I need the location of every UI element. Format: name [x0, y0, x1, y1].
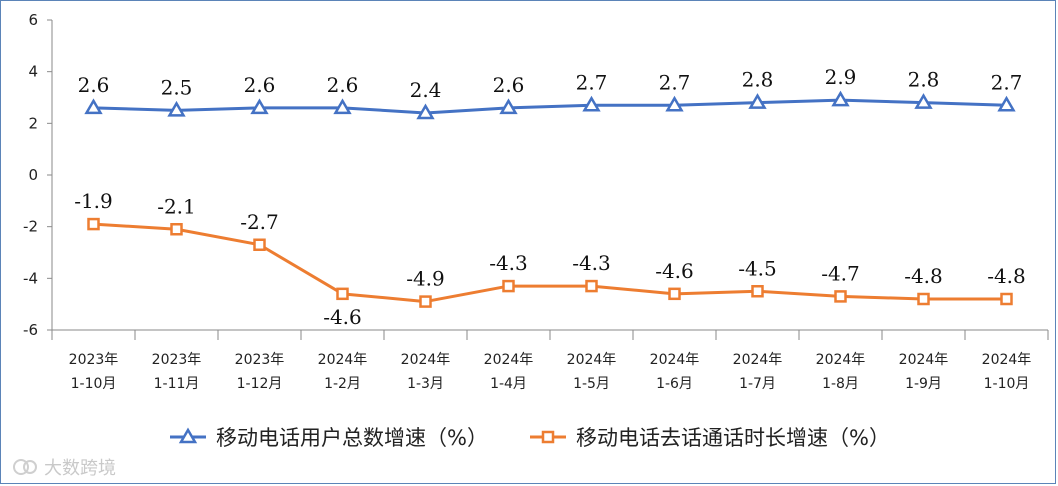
series-0-data-label: 2.4 — [410, 78, 442, 102]
x-tick-label-period: 1-11月 — [154, 376, 200, 392]
series-1-point — [253, 238, 266, 251]
x-tick-label-year: 2023年 — [69, 352, 119, 368]
series-1-point — [585, 279, 598, 293]
series-1-point — [917, 292, 930, 306]
y-tick-label: 6 — [28, 11, 38, 29]
series-1-point — [336, 287, 349, 301]
series-0-data-label: 2.5 — [161, 75, 193, 99]
y-tick-label: 4 — [28, 63, 38, 81]
series-0-point — [914, 93, 933, 109]
series-0-point — [582, 95, 601, 112]
y-tick-label: -6 — [23, 321, 38, 339]
x-tick-label-year: 2023年 — [152, 352, 202, 368]
x-tick-label-year: 2024年 — [401, 352, 451, 368]
series-1-data-label: -1.9 — [74, 189, 113, 213]
series-1-data-label: -2.7 — [240, 210, 279, 234]
x-tick-label-year: 2024年 — [567, 352, 617, 368]
x-tick-label-period: 1-7月 — [739, 376, 776, 392]
y-tick-label: 0 — [28, 166, 38, 184]
series-line-0 — [93, 98, 1007, 115]
series-0-point — [84, 98, 103, 115]
legend: 移动电话用户总数增速（%） 移动电话去话通话时长增速（%） — [0, 422, 1058, 452]
series-0-data-label: 2.9 — [825, 65, 857, 89]
series-0-point — [416, 103, 435, 120]
series-0-data-label: 2.8 — [742, 68, 774, 92]
legend-marker-triangle-icon — [170, 427, 207, 444]
series-1-data-label: -4.8 — [987, 264, 1026, 288]
series-0-data-label: 2.6 — [244, 73, 276, 97]
series-0-point — [665, 95, 684, 112]
x-tick-label-period: 1-10月 — [71, 376, 117, 392]
series-1-data-label: -4.5 — [738, 256, 777, 280]
legend-item-series-0: 移动电话用户总数增速（%） — [168, 422, 488, 452]
x-tick-label-period: 1-5月 — [573, 376, 610, 392]
series-1-data-label: -4.9 — [406, 267, 445, 291]
series-1-data-label: -4.8 — [904, 264, 943, 288]
series-0-point — [748, 93, 767, 109]
x-tick-label-period: 1-4月 — [490, 376, 527, 392]
watermark-text: 大数跨境 — [44, 458, 116, 479]
series-1-point — [170, 223, 183, 236]
series-1-point — [1000, 292, 1013, 306]
brand-logo-icon — [13, 459, 37, 475]
x-tick-label-year: 2024年 — [650, 352, 700, 368]
y-tick-label: 2 — [28, 114, 38, 132]
series-0-point — [333, 98, 352, 115]
x-tick-label-period: 1-2月 — [324, 376, 361, 392]
x-tick-label-year: 2023年 — [235, 352, 285, 368]
legend-label-series-0: 移动电话用户总数增速（%） — [216, 426, 488, 450]
series-1-data-label: -4.6 — [655, 259, 694, 283]
x-tick-label-period: 1-8月 — [822, 376, 859, 392]
x-tick-label-period: 1-9月 — [905, 376, 942, 392]
series-0-data-label: 2.8 — [908, 68, 940, 92]
series-1-point — [668, 287, 681, 301]
series-1-point — [502, 279, 515, 293]
series-1-point — [751, 285, 764, 298]
series-1-point — [834, 290, 847, 303]
x-tick-label-year: 2024年 — [816, 352, 866, 368]
series-0-data-label: 2.7 — [991, 70, 1023, 94]
x-tick-label-period: 1-10月 — [984, 376, 1030, 392]
series-0-data-label: 2.6 — [327, 73, 359, 97]
series-1-data-label: -4.3 — [489, 251, 528, 275]
series-0-data-label: 2.6 — [78, 73, 110, 97]
series-1-point — [419, 295, 432, 308]
x-tick-label-year: 2024年 — [733, 352, 783, 368]
series-0-point — [167, 100, 186, 117]
line-chart: 6 4 2 0 -2 -4 -6 2023年 1-10月 2023年 1-11月 2023年 1-12月… — [23, 11, 1049, 392]
series-0-point — [831, 90, 850, 107]
series-0-data-label: 2.7 — [659, 70, 691, 94]
x-tick-label-year: 2024年 — [899, 352, 949, 368]
x-tick-label-year: 2024年 — [484, 352, 534, 368]
series-0-data-label: 2.7 — [576, 70, 608, 94]
legend-label-series-1: 移动电话去话通话时长增速（%） — [576, 426, 890, 450]
series-1-data-label: -4.3 — [572, 251, 611, 275]
series-1-data-label: -4.6 — [323, 305, 362, 329]
x-tick-label-period: 1-3月 — [407, 376, 444, 392]
legend-item-series-1: 移动电话去话通话时长增速（%） — [528, 422, 890, 452]
series-1-data-label: -2.1 — [157, 194, 196, 218]
series-1-data-label: -4.7 — [821, 261, 860, 285]
series-1-point — [87, 217, 100, 231]
x-tick-label-year: 2024年 — [982, 352, 1032, 368]
y-tick-label: -4 — [23, 269, 38, 287]
y-tick-label: -2 — [23, 218, 38, 236]
series-0-data-label: 2.6 — [493, 73, 525, 97]
legend-marker-square-icon — [530, 430, 566, 444]
series-0-point — [250, 98, 269, 115]
series-line-1 — [93, 222, 1007, 304]
watermark: 大数跨境 — [12, 454, 116, 480]
x-tick-label-year: 2024年 — [318, 352, 368, 368]
series-0-point — [499, 98, 518, 115]
series-0-point — [997, 95, 1016, 112]
x-tick-label-period: 1-6月 — [656, 376, 693, 392]
x-tick-label-period: 1-12月 — [237, 376, 283, 392]
